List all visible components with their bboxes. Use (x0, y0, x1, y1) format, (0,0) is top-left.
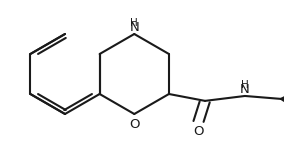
Text: O: O (193, 125, 203, 138)
Text: O: O (129, 118, 139, 131)
Text: N: N (240, 83, 250, 96)
Text: H: H (130, 18, 138, 28)
Text: H: H (241, 80, 249, 90)
Text: N: N (130, 21, 139, 34)
